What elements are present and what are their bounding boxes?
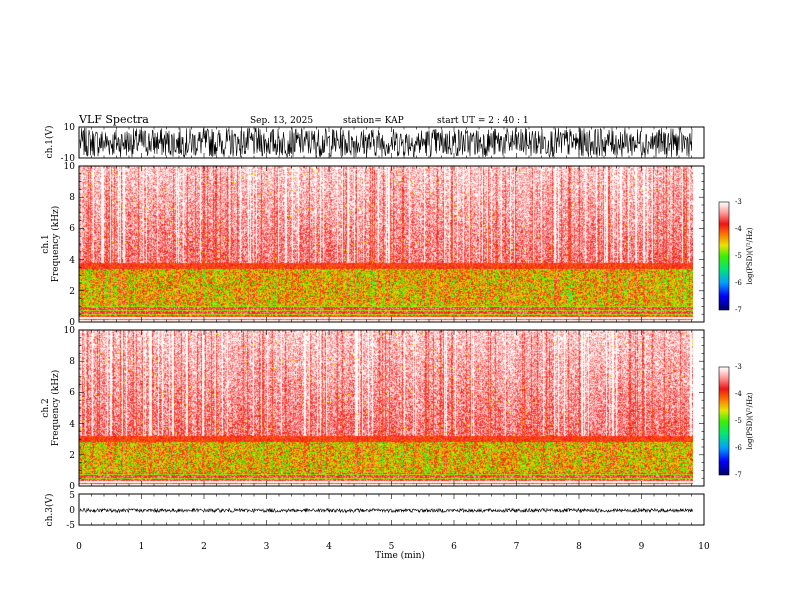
ch3-ytick-5: 5 — [69, 491, 75, 501]
ch1-frequency-ylabel: Frequency (kHz) — [50, 206, 61, 283]
ch2-colorbar-gradient — [719, 367, 729, 475]
ch1-ytick-2: 2 — [69, 287, 75, 297]
ch1-waveform-trace — [79, 126, 693, 158]
ch1-spectrogram-image — [79, 166, 693, 322]
ch1-cbar-tick-minus6: -6 — [735, 279, 742, 287]
ch3-waveform-line — [79, 507, 693, 514]
ch2-cbar-tick-minus6: -6 — [735, 444, 742, 452]
start-time-label: start UT = 2 : 40 : 1 — [437, 116, 529, 126]
ch2-ytick-0: 0 — [69, 482, 75, 492]
ch2-cbar-tick-minus4: -4 — [735, 390, 742, 398]
ch1-waveform-ylabel: ch.1(V) — [44, 126, 55, 159]
ch2-colorbar-frame — [718, 366, 730, 476]
ch1-ytick-8: 8 — [69, 193, 75, 203]
xtick-label-6: 6 — [451, 542, 457, 552]
ch1-ytick-10: 10 — [64, 162, 76, 172]
ch2-spectrogram-panel: 10 8 6 4 2 0 ch.2 Frequency (kHz) — [41, 326, 705, 492]
ch1-cbar-tick-minus4: -4 — [735, 225, 742, 233]
ch2-ytick-8: 8 — [69, 357, 75, 367]
xtick-label-3: 3 — [264, 542, 270, 552]
ch2-spectrogram-image — [79, 330, 693, 486]
xtick-label-4: 4 — [326, 542, 332, 552]
ch3-waveform-panel: 5 0 -5 ch.3(V) — [44, 491, 705, 531]
ch2-colorbar-label: log(PSD)(V²/Hz) — [746, 392, 754, 449]
ch3-waveform-ylabel: ch.3(V) — [44, 494, 55, 527]
ch2-ytick-6: 6 — [69, 388, 75, 398]
axis-ticks — [78, 127, 705, 525]
xtick-label-5: 5 — [389, 542, 395, 552]
ch1-waveform-line — [79, 126, 693, 158]
ch1-channel-label: ch.1 — [41, 234, 51, 253]
x-axis-label: Time (min) — [375, 550, 425, 561]
chart-title: VLF Spectra — [78, 113, 149, 126]
ch1-waveform-panel: 10 -10 ch.1(V) — [44, 123, 705, 164]
ch1-ytick-bottom: -10 — [61, 154, 76, 164]
ch1-colorbar-label: log(PSD)(V²/Hz) — [746, 227, 754, 284]
ch1-ytick-4: 4 — [69, 256, 75, 266]
station-label: station= KAP — [343, 116, 404, 126]
ch1-cbar-tick-minus5: -5 — [735, 252, 742, 260]
ch3-ytick-0: 0 — [69, 506, 75, 516]
ch1-ytick-top: 10 — [64, 123, 76, 133]
ch2-colorbar: -3 -4 -5 -6 -7 log(PSD)(V²/Hz) — [718, 363, 754, 479]
ch1-colorbar-frame — [718, 201, 730, 311]
ch1-colorbar-gradient — [719, 202, 729, 310]
xtick-label-2: 2 — [201, 542, 207, 552]
ch3-waveform-trace — [79, 507, 693, 514]
ch1-ytick-6: 6 — [69, 224, 75, 234]
xtick-label-10: 10 — [698, 542, 710, 552]
xtick-label-8: 8 — [576, 542, 582, 552]
ch1-spectrogram-panel: 10 8 6 4 2 0 ch.1 Frequency (kHz) — [41, 162, 705, 328]
date-label: Sep. 13, 2025 — [250, 116, 313, 126]
ch2-ytick-2: 2 — [69, 451, 75, 461]
xtick-label-1: 1 — [139, 542, 145, 552]
ch2-channel-label: ch.2 — [41, 398, 51, 417]
ch2-frequency-ylabel: Frequency (kHz) — [50, 370, 61, 447]
ch1-ytick-0: 0 — [69, 318, 75, 328]
ch1-colorbar: -3 -4 -5 -6 -7 log(PSD)(V²/Hz) — [718, 198, 754, 314]
ch2-cbar-tick-minus3: -3 — [735, 363, 742, 371]
ch2-ytick-10: 10 — [64, 326, 76, 336]
xtick-label-9: 9 — [639, 542, 645, 552]
ch2-cbar-tick-minus5: -5 — [735, 417, 742, 425]
ch1-cbar-tick-minus3: -3 — [735, 198, 742, 206]
ch1-cbar-tick-minus7: -7 — [735, 306, 742, 314]
ch2-ytick-4: 4 — [69, 420, 75, 430]
ch3-ytick-minus5: -5 — [66, 521, 75, 531]
xtick-label-7: 7 — [514, 542, 520, 552]
xtick-label-0: 0 — [76, 542, 82, 552]
ch2-cbar-tick-minus7: -7 — [735, 471, 742, 479]
